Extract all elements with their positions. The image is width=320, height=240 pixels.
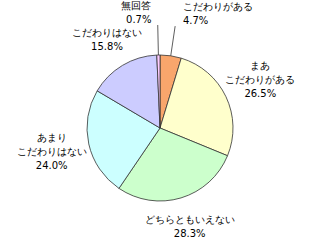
labels: こだわりがある 4.7% まあこだわりがある 26.5% どちらともいえない 28.3% あ… bbox=[17, 0, 296, 239]
slice-label: こだわりはない bbox=[72, 27, 142, 38]
slice-label: まあこだわりがある bbox=[225, 60, 295, 85]
pie-chart: こだわりがある 4.7% まあこだわりがある 26.5% どちらともいえない 28.3% あ… bbox=[0, 0, 320, 240]
chart-container: こだわりがある 4.7% まあこだわりがある 26.5% どちらともいえない 28.3% あ… bbox=[0, 0, 320, 240]
value-label: 26.5% bbox=[244, 88, 276, 99]
leader-line bbox=[171, 26, 175, 56]
value-label: 28.3% bbox=[174, 228, 206, 239]
value-label: 24.0% bbox=[36, 160, 68, 171]
slices bbox=[87, 55, 233, 201]
value-label: 0.7% bbox=[126, 14, 151, 25]
slice-label: どちらともいえない bbox=[145, 214, 235, 225]
value-label: 15.8% bbox=[91, 41, 123, 52]
slice-label: 無回答 bbox=[121, 0, 151, 11]
slice-label: あまりこだわりはない bbox=[17, 132, 87, 157]
slice-label: こだわりがある bbox=[183, 1, 253, 12]
pie-slice bbox=[157, 55, 160, 128]
value-label: 4.7% bbox=[183, 15, 208, 26]
pie-slice bbox=[97, 55, 160, 128]
leader-line bbox=[157, 25, 159, 55]
